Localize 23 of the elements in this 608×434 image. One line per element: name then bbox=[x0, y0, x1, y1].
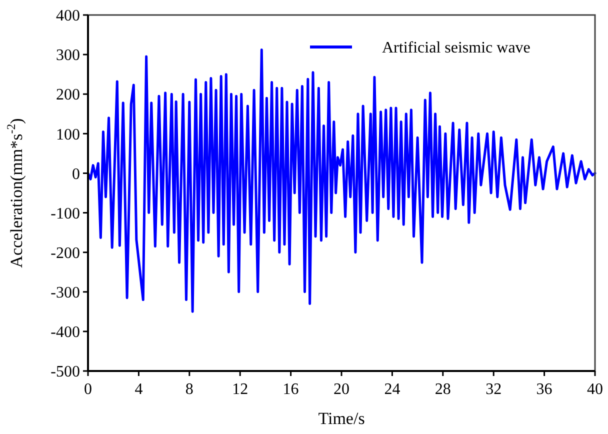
y-tick-label: 300 bbox=[56, 47, 80, 64]
y-tick-label: 400 bbox=[56, 8, 80, 25]
y-tick-label: -500 bbox=[50, 364, 80, 381]
x-tick-label: 24 bbox=[384, 381, 400, 398]
x-tick-label: 32 bbox=[486, 381, 502, 398]
legend-label: Artificial seismic wave bbox=[382, 40, 530, 57]
y-tick-label: 200 bbox=[56, 86, 80, 104]
x-tick-label: 20 bbox=[334, 381, 350, 398]
x-tick-label: 36 bbox=[536, 381, 552, 398]
y-tick-label: 100 bbox=[56, 126, 80, 144]
y-tick-label: -300 bbox=[50, 284, 80, 302]
y-tick-label: -400 bbox=[50, 324, 80, 342]
y-tick-label: -200 bbox=[50, 244, 80, 262]
x-tick-label: 28 bbox=[434, 381, 451, 398]
x-axis-title: Time/s bbox=[318, 409, 365, 428]
x-tick-label: 8 bbox=[185, 381, 194, 398]
y-tick-label: 0 bbox=[72, 166, 80, 183]
y-tick-label: -100 bbox=[50, 205, 80, 222]
x-tick-label: 40 bbox=[587, 381, 603, 398]
x-tick-label: 16 bbox=[282, 381, 299, 398]
x-tick-label: 12 bbox=[232, 381, 248, 398]
x-tick-label: 0 bbox=[84, 381, 92, 398]
x-tick-label: 4 bbox=[134, 381, 143, 398]
